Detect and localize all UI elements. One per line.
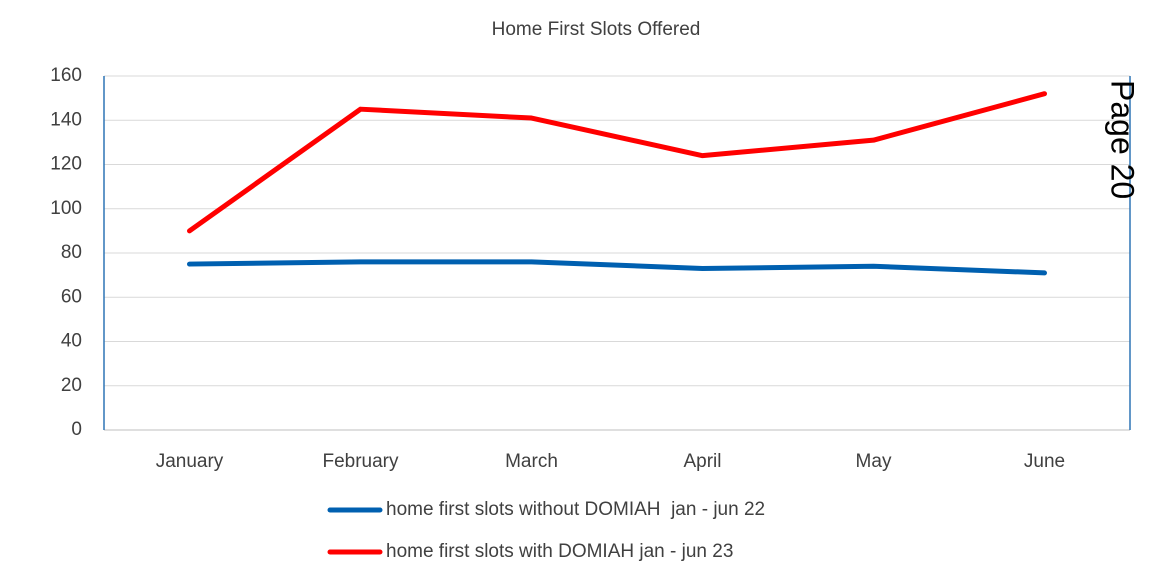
y-tick-label: 100 <box>50 198 82 219</box>
y-tick-label: 80 <box>61 242 82 263</box>
y-tick-label: 160 <box>50 65 82 86</box>
x-tick-label: June <box>1024 451 1065 472</box>
legend-label: home first slots with DOMIAH jan - jun 2… <box>386 541 733 562</box>
y-tick-label: 0 <box>71 419 82 440</box>
series-line <box>187 259 1047 276</box>
y-tick-label: 40 <box>61 331 82 352</box>
y-tick-label: 20 <box>61 375 82 396</box>
y-tick-label: 140 <box>50 109 82 130</box>
x-tick-label: January <box>156 451 224 472</box>
x-tick-label: May <box>856 451 892 472</box>
chart-title: Home First Slots Offered <box>492 19 701 40</box>
x-tick-label: February <box>322 451 399 472</box>
x-tick-label: April <box>683 451 721 472</box>
legend-label: home first slots without DOMIAH jan - ju… <box>386 499 765 520</box>
y-tick-label: 60 <box>61 286 82 307</box>
x-tick-label: March <box>505 451 558 472</box>
series-line <box>187 91 1047 234</box>
y-tick-label: 120 <box>50 154 82 175</box>
page-annotation: Page 20 <box>1105 80 1141 199</box>
